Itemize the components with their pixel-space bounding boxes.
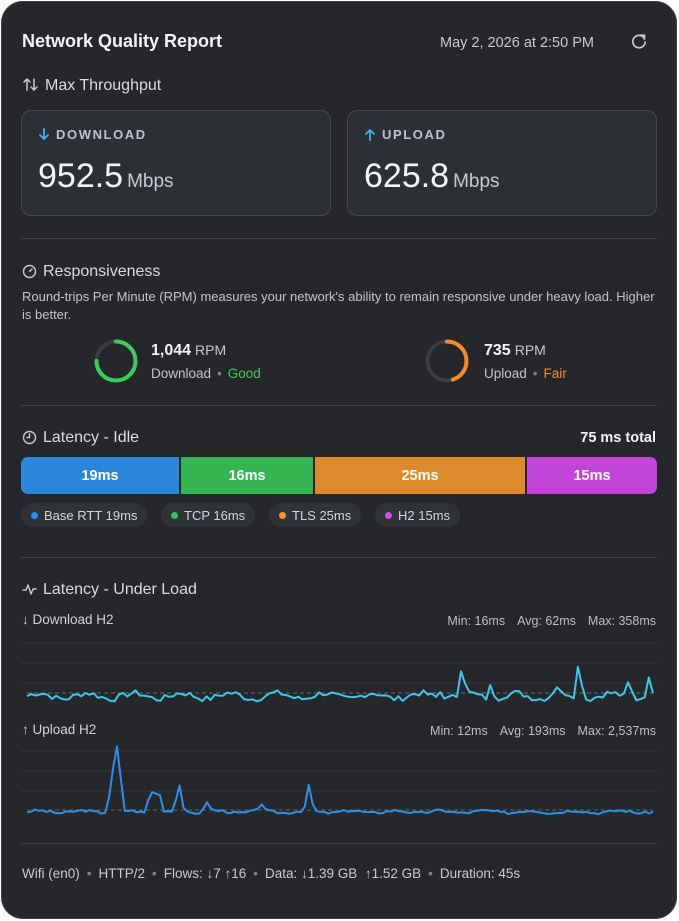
legend-tcp: TCP 16ms (161, 503, 256, 527)
divider (21, 405, 657, 406)
legend-label: H2 15ms (398, 507, 451, 523)
download-arrow-icon (39, 128, 49, 140)
upload-value: 625.8 (364, 157, 450, 195)
divider (21, 843, 657, 844)
upload-chart-label-text: Upload H2 (32, 722, 97, 737)
upload-rpm-label: Upload (484, 366, 527, 381)
latency-bar-base-rtt: 19ms (21, 457, 179, 494)
download-latency-line (26, 665, 654, 703)
footer-protocol: HTTP/2 (98, 866, 146, 881)
legend-label: Base RTT 19ms (44, 507, 138, 523)
download-rpm-value: 1,044 (151, 342, 192, 359)
responsiveness-description: Round-trips Per Minute (RPM) measures yo… (22, 289, 655, 322)
responsiveness-section-title: Responsiveness (22, 263, 160, 281)
upload-card-label: UPLOAD (364, 127, 447, 142)
upload-latency-chart (21, 745, 657, 816)
footer-interface: Wifi (en0) (22, 866, 80, 881)
refresh-icon[interactable] (629, 32, 649, 52)
footer-data: Data: ↓1.39 GB ↑1.52 GB (265, 866, 422, 881)
up-down-arrows-icon (23, 78, 38, 91)
upload-value-row: 625.8 Mbps (364, 157, 500, 196)
upload-chart-label: ↑ Upload H2 (22, 722, 96, 737)
upload-rpm-value-row: 735 RPM (484, 342, 546, 360)
responsiveness-title-text: Responsiveness (43, 263, 161, 280)
divider (21, 238, 657, 239)
legend-dot (385, 511, 392, 519)
upload-chart-stats: Min: 12ms Avg: 193ms Max: 2,537ms (418, 724, 656, 738)
upload-label-text: UPLOAD (382, 127, 447, 142)
legend-base-rtt: Base RTT 19ms (21, 503, 148, 527)
download-card: DOWNLOAD 952.5 Mbps (21, 110, 331, 216)
download-chart-label-text: Download H2 (32, 612, 114, 627)
upload-max: Max: 2,537ms (577, 724, 656, 738)
upload-arrow-icon (365, 129, 375, 141)
download-unit: Mbps (127, 171, 174, 192)
latency-bar-tcp: 16ms (181, 457, 313, 494)
download-card-label: DOWNLOAD (38, 127, 147, 142)
download-value: 952.5 (38, 157, 124, 195)
download-rpm-label: Download (151, 366, 212, 381)
legend-tls: TLS 25ms (269, 503, 362, 527)
legend-dot (31, 511, 38, 519)
gauge-icon (22, 264, 37, 279)
latency-bar-h2: 15ms (527, 457, 657, 494)
divider (21, 557, 657, 558)
latency-idle-section-title: Latency - Idle (22, 429, 139, 447)
download-max: Max: 358ms (587, 614, 656, 628)
upload-card: UPLOAD 625.8 Mbps (347, 110, 657, 216)
download-avg: Avg: 62ms (517, 614, 576, 628)
download-rpm-value-row: 1,044 RPM (151, 342, 226, 360)
footer-info: Wifi (en0) • HTTP/2 • Flows: ↓7 ↑16 • Data: ↓1… (22, 866, 521, 881)
report-title: Network Quality Report (22, 31, 223, 51)
upload-avg: Avg: 193ms (499, 724, 566, 738)
throughput-section-title: Max Throughput (22, 76, 161, 95)
download-rpm-unit: RPM (195, 342, 227, 358)
upload-rpm-value: 735 (484, 342, 511, 359)
latency-load-section-title: Latency - Under Load (22, 581, 197, 599)
report-date: May 2, 2026 at 2:50 PM (440, 35, 594, 51)
latency-idle-title-text: Latency - Idle (43, 429, 140, 446)
throughput-title-text: Max Throughput (45, 77, 162, 94)
download-chart-stats: Min: 16ms Avg: 62ms Max: 358ms (435, 614, 656, 628)
legend-h2: H2 15ms (375, 503, 461, 527)
download-rpm-sub: Download • Good (151, 366, 261, 381)
download-rpm-gauge (94, 339, 138, 383)
upload-rpm-rating: Fair (543, 366, 567, 381)
latency-bar-tls: 25ms (315, 457, 525, 494)
down-arrow-icon: ↓ (22, 612, 33, 627)
legend-dot (279, 511, 286, 519)
download-chart-label: ↓ Download H2 (22, 612, 114, 627)
download-rpm-rating: Good (227, 366, 261, 381)
clock-icon (22, 430, 37, 445)
download-label-text: DOWNLOAD (56, 127, 147, 142)
upload-min: Min: 12ms (430, 724, 488, 738)
download-value-row: 952.5 Mbps (38, 157, 174, 196)
download-latency-chart (21, 642, 657, 703)
upload-rpm-gauge (425, 339, 469, 383)
upload-rpm-unit: RPM (514, 342, 546, 358)
upload-unit: Mbps (453, 171, 500, 192)
up-arrow-icon: ↑ (22, 722, 33, 737)
footer-flows: Flows: ↓7 ↑16 (163, 866, 247, 881)
upload-latency-line (26, 745, 654, 816)
latency-load-title-text: Latency - Under Load (43, 581, 197, 598)
legend-label: TLS 25ms (292, 507, 352, 523)
legend-dot (171, 511, 178, 519)
pulse-icon (22, 584, 37, 595)
latency-total: 75 ms total (580, 430, 656, 446)
download-min: Min: 16ms (447, 614, 506, 628)
upload-rpm-sub: Upload • Fair (484, 366, 567, 381)
legend-label: TCP 16ms (184, 507, 246, 523)
footer-duration: Duration: 45s (439, 866, 521, 881)
